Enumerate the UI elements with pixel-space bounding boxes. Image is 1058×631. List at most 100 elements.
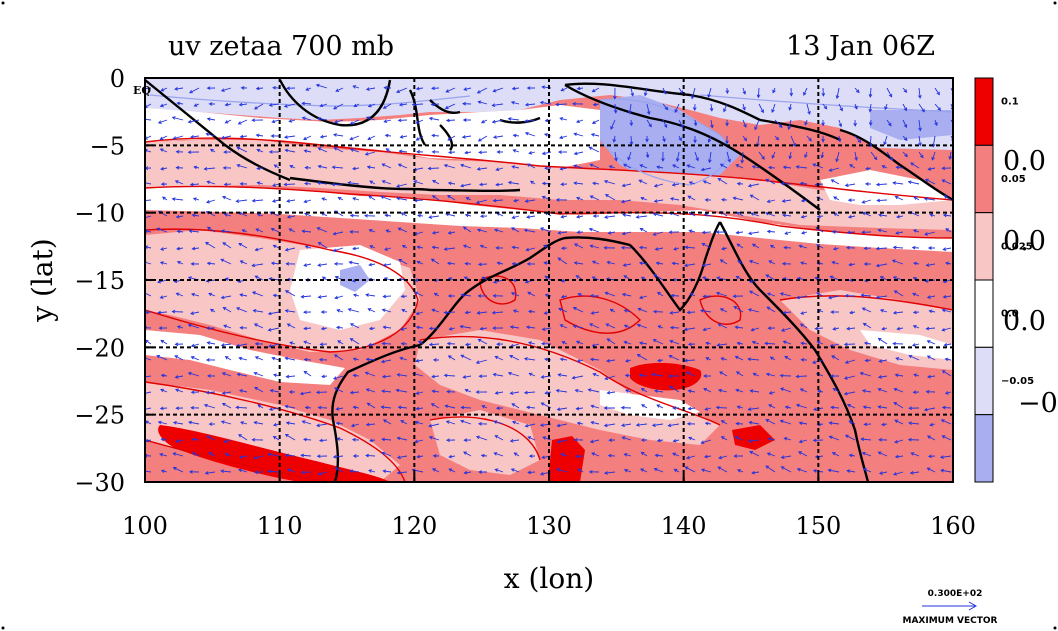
max-vector-value: 0.300E+02 [928,589,983,599]
wind-vector-head [768,404,773,408]
wind-vector-head [447,294,452,298]
wind-vector-head [541,85,546,89]
wind-vector [352,197,360,201]
wind-vector-head [333,106,337,110]
wind-vector-head [652,339,657,343]
wind-vector-head [685,371,690,375]
wind-vector-head [512,133,517,138]
wind-vector [157,279,168,283]
wind-vector [623,263,632,266]
wind-vector [476,436,488,441]
wind-vector-head [588,227,593,232]
wind-vector-head [668,374,673,378]
wind-vector-head [925,326,930,331]
wind-vector [273,436,280,441]
wind-vector-head [673,468,678,473]
wind-vector [822,103,827,110]
wind-vector-head [924,279,929,283]
colorbar-label: 0.0 [1001,309,1019,320]
wind-vector-head [576,359,581,363]
wind-vector [508,181,520,185]
wind-vector-head [335,407,340,411]
wind-vector [849,164,856,169]
wind-vector-head [481,276,486,281]
wind-vector [145,118,152,121]
wind-vector [160,87,168,92]
wind-vector [748,231,760,235]
wind-vector [783,341,792,345]
wind-vector-head [816,340,821,345]
wind-vector [272,199,280,202]
wind-vector [767,452,776,457]
wind-vector [222,372,232,377]
wind-vector-head [334,275,339,280]
wind-vector-head [941,179,946,183]
wind-vector-head [556,468,561,472]
wind-vector-head [416,260,421,265]
wind-vector [397,437,408,441]
wind-vector-head [304,245,309,249]
wind-vector-head [512,309,517,313]
wind-vector-head [765,211,769,216]
wind-vector [318,242,328,249]
wind-vector-head [527,291,532,296]
wind-vector-head [926,340,931,344]
wind-vector-head [336,325,340,330]
wind-vector-head [315,83,320,88]
wind-vector [558,308,568,313]
wind-vector-head [300,470,305,475]
wind-vector [592,87,600,93]
wind-vector-head [736,341,741,346]
wind-vector-head [303,340,308,345]
wind-vector-head [804,154,808,159]
coastlines [145,79,953,482]
wind-vector-head [780,466,785,470]
wind-vector [526,326,536,329]
wind-vector-head [367,308,372,312]
wind-vector [752,165,760,169]
wind-vector-head [766,292,771,296]
x-axis-label: x (lon) [504,562,594,595]
wind-vector [896,166,904,169]
wind-vector [478,135,488,142]
wind-vector-head [704,198,709,202]
wind-vector [400,420,408,425]
wind-vector-head [623,453,628,457]
wind-vector [524,119,536,122]
wind-vector-head [428,215,433,219]
wind-vector-head [936,91,940,96]
wind-vector-head [848,262,853,267]
wind-vector-head [365,357,370,362]
wind-vector-head [656,404,661,408]
wind-vector [701,469,712,473]
wind-vector-head [365,116,370,120]
wind-vector [303,438,312,441]
wind-vector [305,245,312,249]
wind-vector-head [288,390,293,394]
wind-vector [668,423,680,427]
wind-vector-head [701,263,706,267]
wind-vector-head [684,466,689,470]
wind-vector [448,355,456,361]
wind-vector-head [687,342,692,347]
wind-vector [801,342,808,345]
wind-vector [220,258,232,265]
wind-vector [317,182,328,185]
wind-vector-head [368,469,373,473]
wind-vector [604,180,616,185]
wind-vector-head [646,111,651,115]
wind-vector-head [205,211,210,215]
wind-vector-head [848,420,853,424]
wind-vector [893,471,904,475]
wind-vector [893,182,904,185]
wind-vector-head [766,452,771,456]
wind-vector [336,326,344,329]
wind-vector-head [141,277,144,280]
wind-vector [893,311,904,314]
wind-vector-head [446,438,450,443]
wind-vector-head [613,95,617,100]
wind-vector [639,246,648,249]
wind-vector-head [396,89,400,93]
wind-vector-head [575,406,580,411]
wind-vector [542,151,552,155]
